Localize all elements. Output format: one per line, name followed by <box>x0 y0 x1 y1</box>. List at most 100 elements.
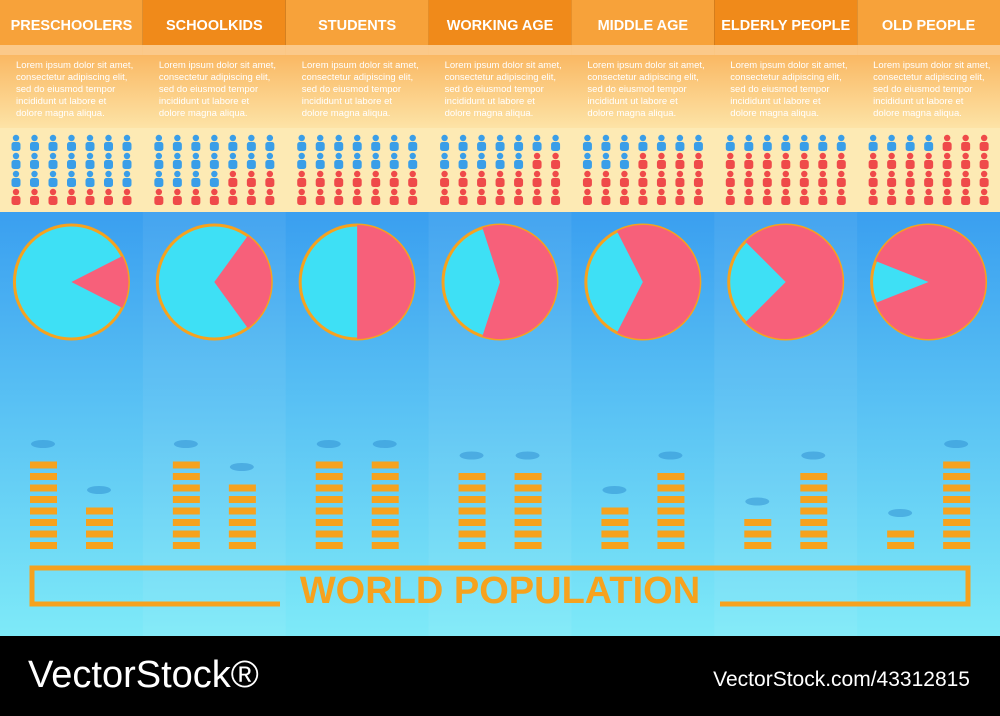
icon-head <box>372 170 379 178</box>
person-icon <box>67 134 76 151</box>
icon-head <box>105 170 112 178</box>
column-text: Lorem ipsum dolor sit amet, consectetur … <box>158 60 277 119</box>
person-icon <box>458 152 468 169</box>
icon-body <box>725 178 735 187</box>
icon-body <box>638 160 648 169</box>
icon-body <box>104 142 113 151</box>
person-icon <box>458 134 468 151</box>
icon-head <box>372 188 379 196</box>
stack-bar <box>458 473 486 480</box>
icon-body <box>514 196 524 205</box>
icon-head <box>123 170 131 178</box>
person-icon <box>601 134 611 151</box>
stack-bar <box>943 473 971 480</box>
icon-head <box>782 170 789 178</box>
icon-head <box>695 152 702 160</box>
icon-body <box>799 178 809 187</box>
icon-body <box>495 196 505 205</box>
icon-head <box>68 152 75 160</box>
icon-body <box>352 160 362 169</box>
stack-bar <box>30 530 57 538</box>
icon-body <box>11 160 21 169</box>
icon-head <box>192 188 200 196</box>
icon-body <box>389 160 399 169</box>
stack-bar <box>371 484 399 492</box>
icon-head <box>819 170 826 178</box>
icon-body <box>154 142 164 151</box>
icon-body <box>209 178 219 187</box>
icon-head <box>782 152 789 160</box>
icon-body <box>477 160 487 169</box>
person-icon <box>30 152 39 169</box>
column-text: Lorem ipsum dolor sit amet, consectetur … <box>587 60 705 119</box>
person-icon <box>924 134 934 151</box>
icon-head <box>584 134 591 142</box>
icon-head <box>123 134 131 142</box>
icon-body <box>725 160 735 169</box>
icon-body <box>514 178 524 187</box>
stack-bar <box>228 507 256 515</box>
header-stripe <box>0 45 143 55</box>
icon-head <box>317 170 324 178</box>
stack-bar <box>458 530 486 538</box>
column-text-box: Lorem ipsum dolor sit amet, consectetur … <box>302 60 419 119</box>
icon-head <box>819 188 826 196</box>
person-icon <box>781 134 791 151</box>
icon-head <box>49 134 57 142</box>
stack-bar <box>514 530 542 538</box>
icon-body <box>781 142 791 151</box>
icon-head <box>552 152 559 160</box>
icon-head <box>12 134 20 142</box>
icon-body <box>656 196 666 205</box>
stack-bar <box>315 542 343 549</box>
icon-body <box>725 142 735 151</box>
person-icon <box>228 152 238 169</box>
icon-head <box>192 152 200 160</box>
icon-body <box>551 196 561 205</box>
icon-body <box>371 142 381 151</box>
header-cell <box>0 0 143 45</box>
person-icon <box>744 170 754 187</box>
icon-head <box>869 152 877 160</box>
person-icon <box>979 170 989 187</box>
person-icon <box>601 170 611 187</box>
icon-head <box>515 152 522 160</box>
icon-head <box>31 170 38 178</box>
icon-head <box>86 152 94 160</box>
icon-body <box>458 160 468 169</box>
header-cell <box>714 0 858 45</box>
person-icon <box>551 170 561 187</box>
icon-body <box>495 178 505 187</box>
icon-head <box>86 170 94 178</box>
icon-head <box>496 134 504 142</box>
icon-body <box>905 196 915 205</box>
pie-slice <box>482 224 558 339</box>
icon-head <box>211 170 218 178</box>
person-icon <box>551 188 561 205</box>
icon-head <box>335 170 342 178</box>
person-icon <box>693 170 703 187</box>
icon-body <box>315 142 325 151</box>
person-icon <box>172 170 182 187</box>
stack-bar <box>86 507 113 515</box>
icon-head <box>925 170 932 178</box>
person-icon <box>352 170 362 187</box>
stack-bar <box>172 507 200 515</box>
column-title: SCHOOLKIDS <box>166 18 263 34</box>
icon-body <box>836 160 846 169</box>
icon-body <box>246 160 256 169</box>
icon-head <box>906 170 914 178</box>
icon-body <box>868 142 878 151</box>
icon-body <box>532 196 542 205</box>
person-icon <box>371 170 381 187</box>
icon-body <box>551 178 561 187</box>
icon-body <box>601 196 611 205</box>
person-icon <box>334 134 344 151</box>
icon-body <box>744 196 754 205</box>
column-title: STUDENTS <box>318 18 396 34</box>
icon-body <box>371 160 381 169</box>
person-icon <box>532 134 542 151</box>
icon-head <box>298 188 305 196</box>
person-icon <box>265 152 275 169</box>
icon-head <box>478 152 485 160</box>
